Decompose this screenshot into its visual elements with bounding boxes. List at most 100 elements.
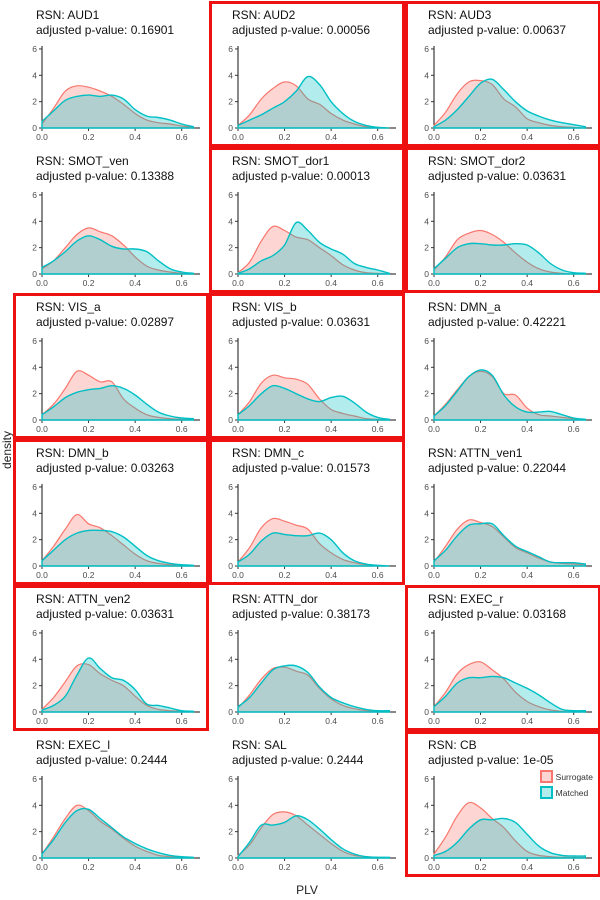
y-tick-label: 2	[424, 827, 429, 837]
panel-pvalue: adjusted p-value: 0.2444	[232, 753, 364, 767]
y-tick-label: 0	[424, 269, 429, 279]
x-tick-label: 0.0	[36, 278, 48, 288]
panel-grid: RSN: AUD1 adjusted p-value: 0.16901 0 2 4 6 0.…	[13, 1, 600, 877]
panel-pvalue: adjusted p-value: 0.2444	[36, 753, 168, 767]
y-tick-label: 0	[228, 853, 233, 863]
surrogate-curve	[237, 666, 390, 713]
y-tick-label: 4	[32, 216, 37, 226]
x-tick-label: 0.0	[232, 424, 244, 434]
panel-pvalue: adjusted p-value: 0.00637	[428, 23, 567, 37]
panel-SAL: RSN: SAL adjusted p-value: 0.2444 0 2 4 6 0.0 0…	[209, 731, 405, 877]
matched-curve	[41, 384, 194, 421]
x-tick-label: 0.0	[428, 278, 440, 288]
legend-label: Surrogate	[555, 771, 593, 782]
matched-curve	[433, 522, 586, 567]
density-plot: 0 2 4 6 0.0 0.2 0.4 0.6	[228, 190, 396, 288]
x-tick-label: 0.6	[568, 278, 580, 288]
x-tick-label: 0.4	[521, 278, 533, 288]
y-tick-label: 2	[424, 389, 429, 399]
x-tick-label: 0.6	[568, 570, 580, 580]
x-tick-label: 0.0	[428, 132, 440, 142]
x-tick-label: 0.4	[129, 862, 141, 872]
y-tick-label: 0	[32, 269, 37, 279]
y-tick-label: 6	[424, 628, 429, 638]
y-tick-label: 0	[228, 707, 233, 717]
x-tick-label: 0.2	[475, 570, 487, 580]
x-tick-label: 0.4	[129, 716, 141, 726]
y-tick-label: 6	[424, 336, 429, 346]
y-tick-label: 6	[228, 628, 233, 638]
y-tick-label: 0	[424, 853, 429, 863]
matched-curve	[237, 384, 390, 421]
density-plot: 0 2 4 6 0.0 0.2 0.4 0.6	[32, 774, 200, 872]
y-tick-label: 6	[32, 482, 37, 492]
x-tick-label: 0.4	[521, 716, 533, 726]
panel-pvalue: adjusted p-value: 0.13388	[36, 169, 175, 183]
panel-title: RSN: AUD1	[36, 8, 100, 22]
panel-pvalue: adjusted p-value: 1e-05	[428, 753, 554, 767]
matched-curve	[41, 807, 194, 859]
x-tick-label: 0.0	[36, 570, 48, 580]
y-tick-label: 2	[32, 389, 37, 399]
panel-title: RSN: SMOT_dor2	[428, 154, 526, 168]
panel-EXEC_r: RSN: EXEC_r adjusted p-value: 0.03168 0 2 4 6…	[405, 585, 600, 731]
x-tick-label: 0.4	[325, 132, 337, 142]
y-tick-label: 4	[228, 70, 233, 80]
panel-pvalue: adjusted p-value: 0.42221	[428, 315, 567, 329]
panel-pvalue: adjusted p-value: 0.38173	[232, 607, 371, 621]
x-tick-label: 0.6	[568, 862, 580, 872]
x-tick-label: 0.4	[129, 278, 141, 288]
panel-SMOT_dor1: RSN: SMOT_dor1 adjusted p-value: 0.00013 0…	[209, 147, 405, 293]
y-tick-label: 4	[228, 216, 233, 226]
y-tick-label: 4	[228, 362, 233, 372]
y-tick-label: 0	[32, 707, 37, 717]
x-tick-label: 0.0	[232, 278, 244, 288]
x-tick-label: 0.6	[372, 716, 384, 726]
x-tick-label: 0.4	[129, 570, 141, 580]
x-tick-label: 0.6	[372, 132, 384, 142]
legend-label: Matched	[555, 787, 589, 798]
y-tick-label: 6	[32, 44, 37, 54]
panel-title: RSN: EXEC_r	[428, 592, 504, 606]
y-tick-label: 0	[228, 123, 233, 133]
y-tick-label: 2	[228, 243, 233, 253]
x-tick-label: 0.4	[521, 862, 533, 872]
y-tick-label: 6	[424, 190, 429, 200]
x-tick-label: 0.0	[36, 132, 48, 142]
panel-title: RSN: DMN_c	[232, 446, 305, 460]
x-tick-label: 0.6	[372, 424, 384, 434]
y-tick-label: 4	[424, 70, 429, 80]
x-tick-label: 0.2	[83, 862, 95, 872]
x-tick-label: 0.4	[129, 424, 141, 434]
panel-ATTN_ven1: RSN: ATTN_ven1 adjusted p-value: 0.22044 0…	[405, 439, 600, 585]
x-tick-label: 0.4	[129, 132, 141, 142]
panel-title: RSN: ATTN_ven1	[428, 446, 523, 460]
y-tick-label: 2	[228, 97, 233, 107]
panel-DMN_a: RSN: DMN_a adjusted p-value: 0.42221 0 2 4 6 0…	[405, 293, 600, 439]
x-tick-label: 0.2	[83, 132, 95, 142]
x-tick-label: 0.0	[36, 424, 48, 434]
density-plot: 0 2 4 6 0.0 0.2 0.4 0.6	[228, 628, 396, 726]
matched-curve	[41, 529, 194, 567]
y-tick-label: 6	[424, 44, 429, 54]
panel-SMOT_dor2: RSN: SMOT_dor2 adjusted p-value: 0.03631 0…	[405, 147, 600, 293]
x-tick-label: 0.2	[279, 278, 291, 288]
surrogate-swatch-icon	[539, 770, 553, 783]
y-tick-label: 6	[228, 336, 233, 346]
panel-VIS_b: RSN: VIS_b adjusted p-value: 0.03631 0 2 4 6 0…	[209, 293, 405, 439]
matched-curve	[41, 657, 194, 713]
x-tick-label: 0.2	[475, 278, 487, 288]
surrogate-curve	[41, 804, 194, 859]
x-tick-label: 0.2	[279, 424, 291, 434]
surrogate-curve	[237, 225, 390, 275]
x-tick-label: 0.6	[176, 424, 188, 434]
y-tick-label: 2	[424, 535, 429, 545]
y-tick-label: 4	[228, 508, 233, 518]
legend: Surrogate Matched	[539, 770, 593, 799]
y-tick-label: 0	[32, 853, 37, 863]
x-tick-label: 0.6	[372, 278, 384, 288]
panel-AUD2: RSN: AUD2 adjusted p-value: 0.00056 0 2 4 6 0.…	[209, 1, 405, 147]
panel-pvalue: adjusted p-value: 0.03631	[232, 315, 371, 329]
panel-title: RSN: SAL	[232, 738, 287, 752]
panel-pvalue: adjusted p-value: 0.22044	[428, 461, 567, 475]
